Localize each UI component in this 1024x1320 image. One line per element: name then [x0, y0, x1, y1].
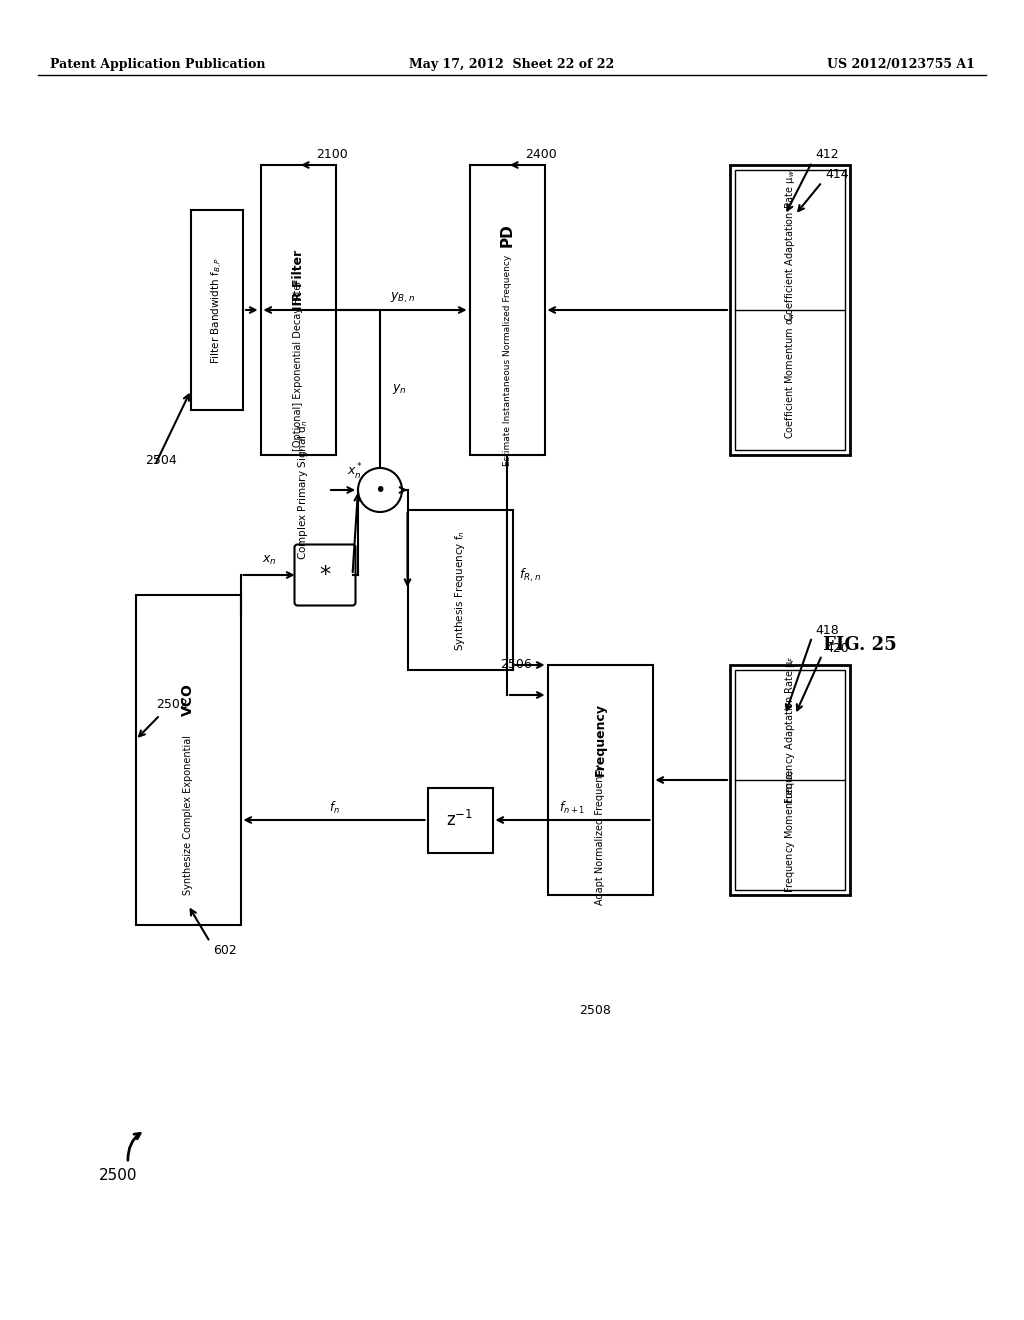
Text: f$_{R,n}$: f$_{R,n}$ [519, 566, 541, 583]
Text: [Optional] Exponential Decay Filter: [Optional] Exponential Decay Filter [293, 280, 303, 450]
Text: 418: 418 [815, 623, 839, 636]
Text: PD: PD [500, 223, 514, 247]
Text: Synthesis Frequency f$_n$: Synthesis Frequency f$_n$ [453, 529, 467, 651]
Text: VCO: VCO [181, 684, 195, 717]
Text: Synthesize Complex Exponential: Synthesize Complex Exponential [183, 735, 193, 895]
Text: •: • [375, 480, 386, 499]
Text: 420: 420 [825, 642, 849, 655]
Text: Filter Bandwidth f$_{B,P}$: Filter Bandwidth f$_{B,P}$ [210, 256, 224, 363]
Bar [730, 165, 850, 455]
Text: 2400: 2400 [525, 149, 557, 161]
Text: US 2012/0123755 A1: US 2012/0123755 A1 [827, 58, 975, 71]
Text: Adapt Normalized Frequency: Adapt Normalized Frequency [595, 764, 605, 906]
Text: 2100: 2100 [316, 149, 348, 161]
Text: f$_n$: f$_n$ [329, 800, 340, 816]
Text: Complex Primary Signal d$_n$: Complex Primary Signal d$_n$ [296, 420, 310, 560]
Text: 2500: 2500 [98, 1167, 137, 1183]
Bar [260, 165, 336, 455]
Text: FIG. 25: FIG. 25 [823, 636, 897, 653]
Text: Frequency: Frequency [594, 704, 606, 776]
Text: 412: 412 [815, 149, 839, 161]
Text: y$_n$: y$_n$ [392, 381, 407, 396]
Text: Coefficient Adaptation Rate μ$_w$: Coefficient Adaptation Rate μ$_w$ [783, 169, 797, 321]
Circle shape [358, 469, 402, 512]
Text: May 17, 2012  Sheet 22 of 22: May 17, 2012 Sheet 22 of 22 [410, 58, 614, 71]
Text: 2506: 2506 [500, 659, 531, 672]
Bar [408, 510, 512, 671]
Text: 2504: 2504 [145, 454, 177, 466]
Text: Frequency Momentum α$_F$: Frequency Momentum α$_F$ [783, 767, 797, 892]
Text: Coefficient Momentum α$_w$: Coefficient Momentum α$_w$ [783, 312, 797, 440]
Text: x$_n$: x$_n$ [261, 553, 276, 566]
Text: IIR Filter: IIR Filter [292, 249, 304, 310]
FancyBboxPatch shape [295, 544, 355, 606]
Text: 2502: 2502 [156, 698, 187, 711]
Bar [135, 595, 241, 925]
Text: x$_n^*$: x$_n^*$ [347, 462, 364, 482]
Text: z$^{-1}$: z$^{-1}$ [446, 810, 473, 830]
Bar [730, 665, 850, 895]
Bar [191, 210, 243, 411]
Text: Patent Application Publication: Patent Application Publication [50, 58, 265, 71]
Bar [548, 665, 652, 895]
Text: Estimate Instantaneous Normalized Frequency: Estimate Instantaneous Normalized Freque… [503, 255, 512, 466]
Bar [427, 788, 493, 853]
Bar [735, 671, 845, 890]
Text: y$_{B,n}$: y$_{B,n}$ [390, 290, 415, 305]
Text: 2508: 2508 [579, 1003, 611, 1016]
Text: f$_{n+1}$: f$_{n+1}$ [559, 800, 586, 816]
Text: Frequency Adaptation Rate μ$_F$: Frequency Adaptation Rate μ$_F$ [783, 656, 797, 804]
Text: 414: 414 [825, 169, 849, 181]
Text: 602: 602 [213, 944, 237, 957]
Bar [469, 165, 545, 455]
Bar [735, 170, 845, 450]
Text: *: * [319, 565, 331, 585]
